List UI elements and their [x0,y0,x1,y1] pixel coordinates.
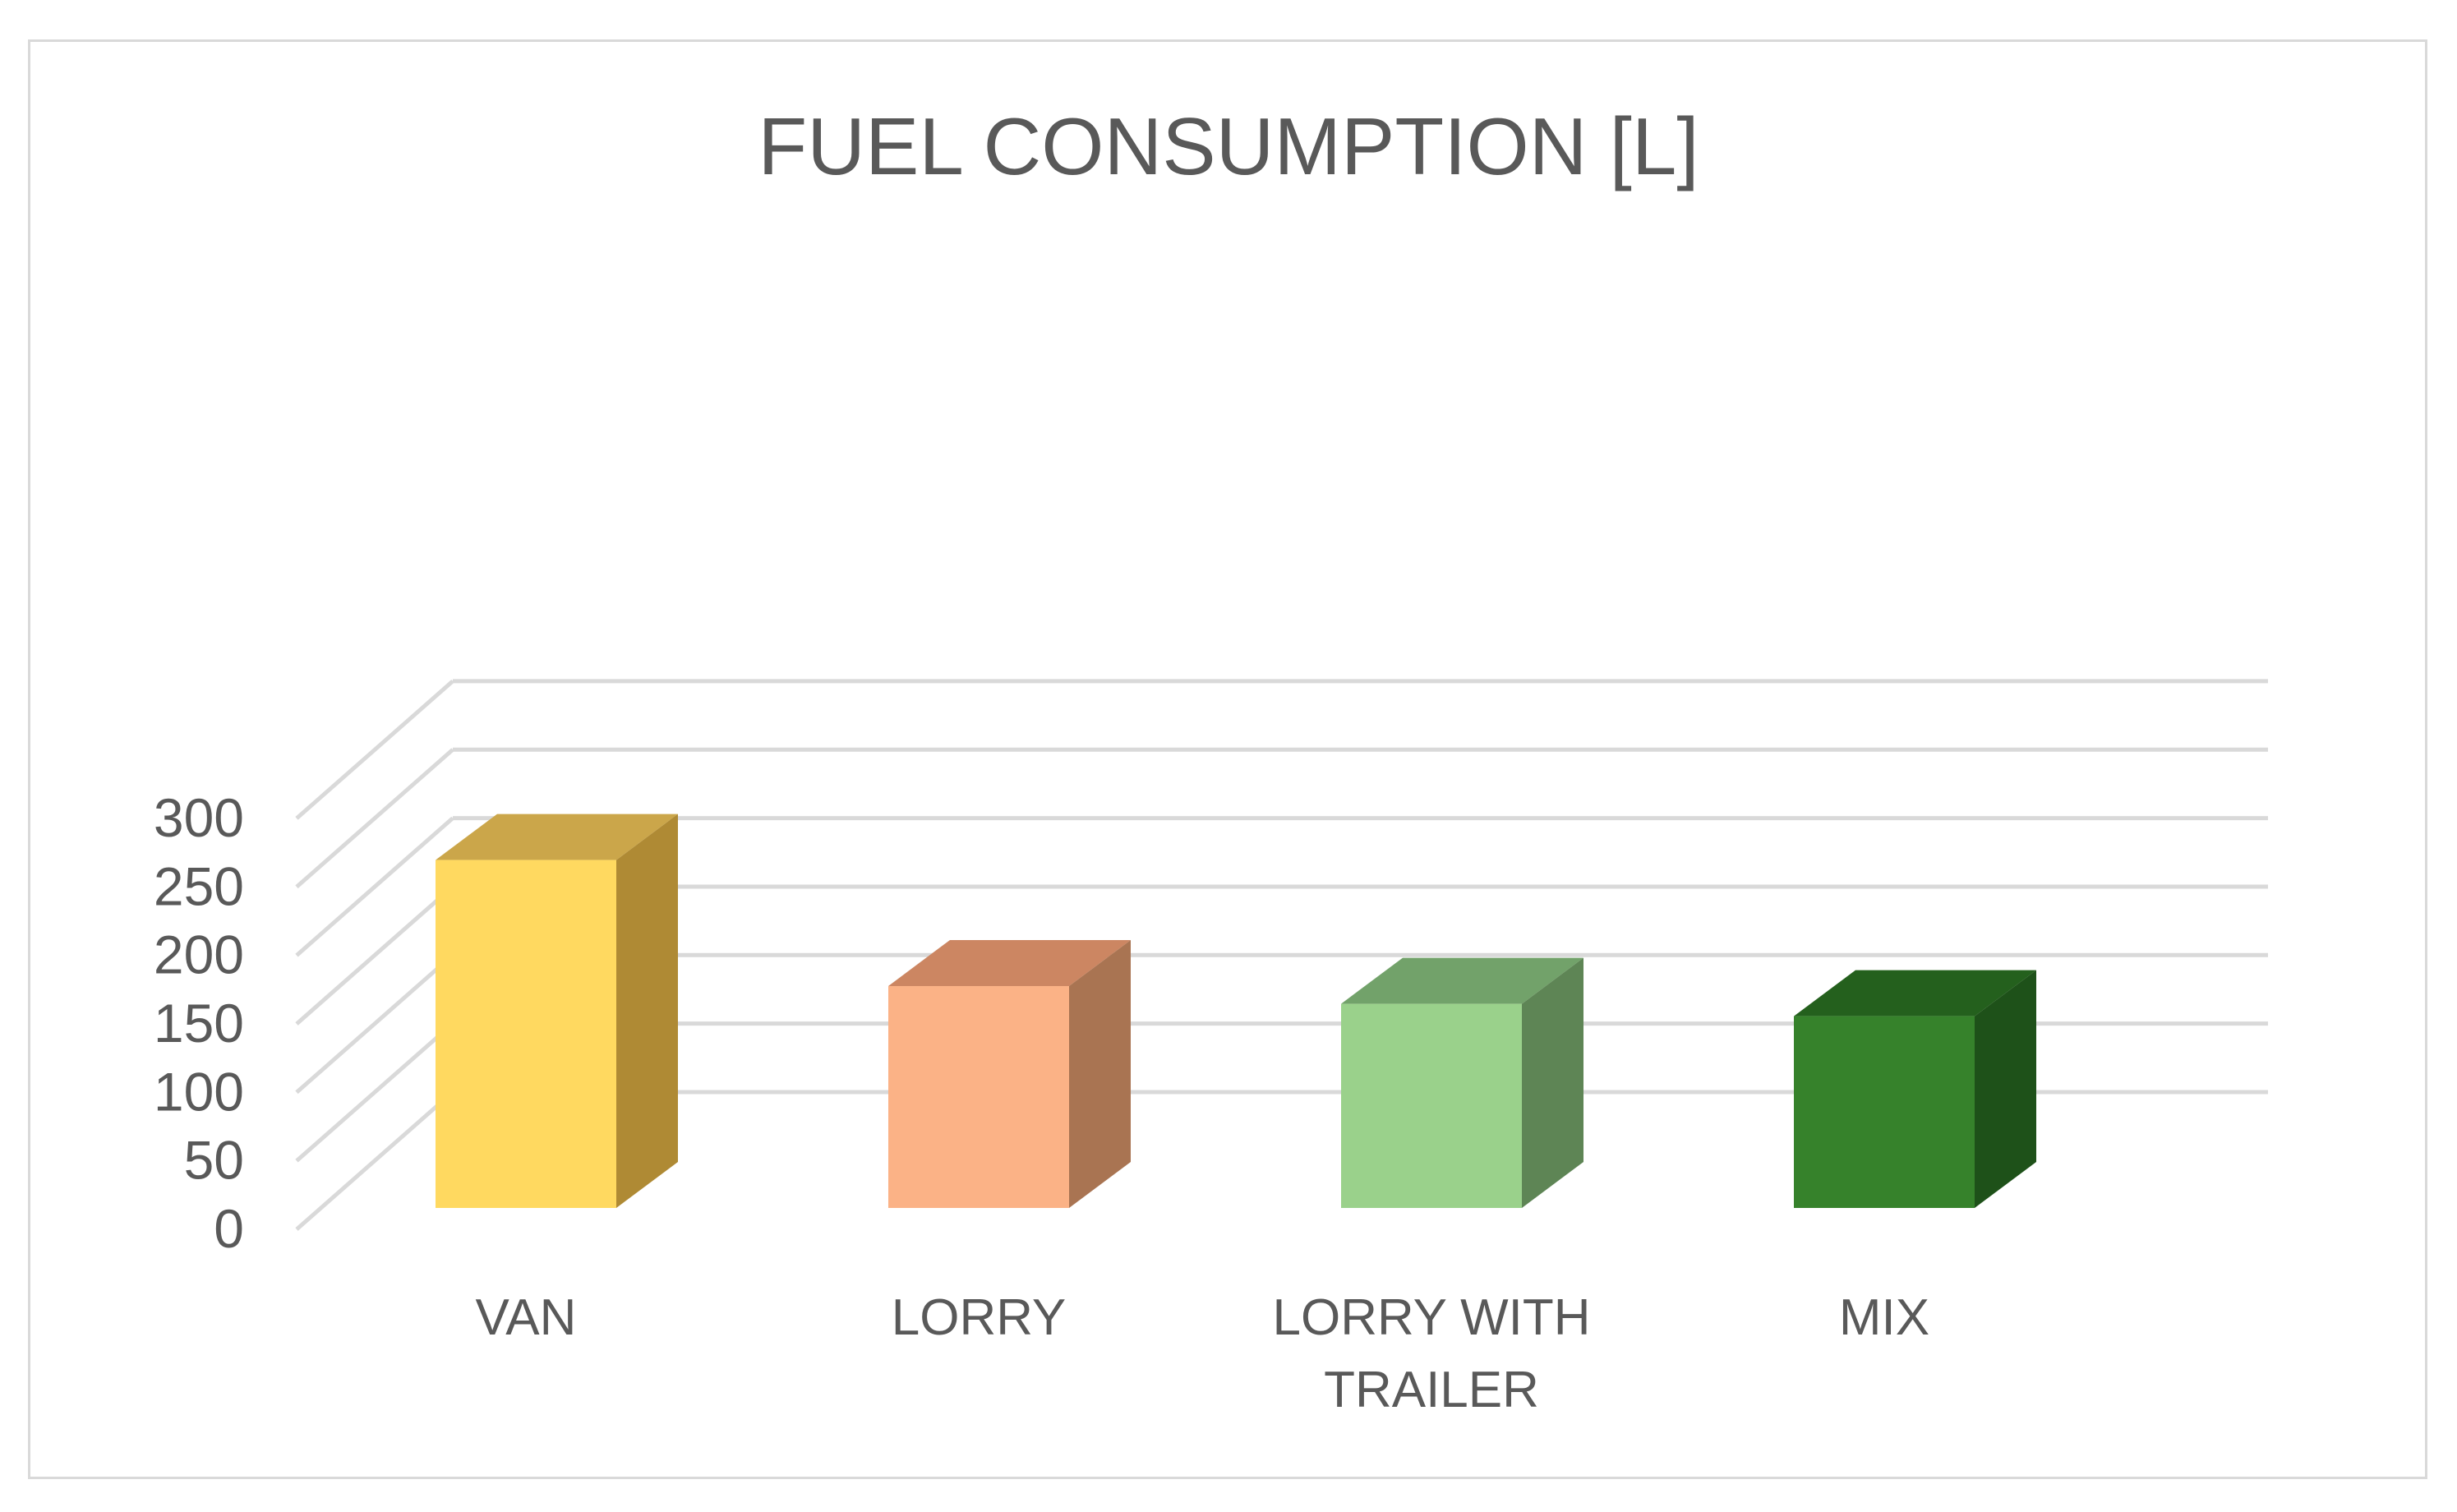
bar-front-face [888,985,1069,1208]
bar-top-face [436,814,678,860]
bar [436,814,678,1208]
x-category-label: LORRY WITH TRAILER [1273,1289,1591,1418]
chart-title: FUEL CONSUMPTION [L] [758,101,1699,191]
y-tick-label: 300 [154,787,244,848]
gridline-side [295,816,454,957]
gridlines [295,679,2268,1231]
bar [1341,957,1583,1208]
gridline-side [295,885,454,1026]
chart-area [28,39,2427,1479]
bar-top-face [1794,970,2036,1016]
x-axis-labels: VAN LORRY LORRY WITH TRAILER MIX [476,1289,1930,1418]
y-tick-label: 0 [214,1198,244,1259]
bar-side-face [1522,957,1583,1208]
bar [888,939,1131,1208]
x-category-label: LORRY [892,1289,1067,1346]
y-tick-label: 50 [184,1130,244,1191]
y-tick-label: 200 [154,924,244,985]
bar-top-face [888,939,1131,986]
bar-front-face [1341,1003,1522,1208]
gridline-side [295,1021,454,1163]
bar-side-face [1069,939,1131,1208]
y-tick-label: 100 [154,1061,244,1122]
x-category-label: VAN [476,1289,577,1346]
bar [1794,970,2036,1208]
bar-front-face [1794,1016,1975,1208]
gridline-side [295,1090,454,1231]
y-axis-ticks: 0 50 100 150 200 250 300 [154,787,244,1259]
bar-side-face [616,814,678,1208]
bar-top-face [1341,957,1583,1004]
bars [436,814,2036,1208]
bar-front-face [436,860,616,1208]
x-category-label: MIX [1839,1289,1929,1346]
gridline-side [295,680,454,820]
gridline-side [295,953,454,1095]
y-tick-label: 250 [154,855,244,916]
bar-side-face [1975,970,2036,1208]
y-tick-label: 150 [154,993,244,1053]
gridline-side [295,748,454,889]
